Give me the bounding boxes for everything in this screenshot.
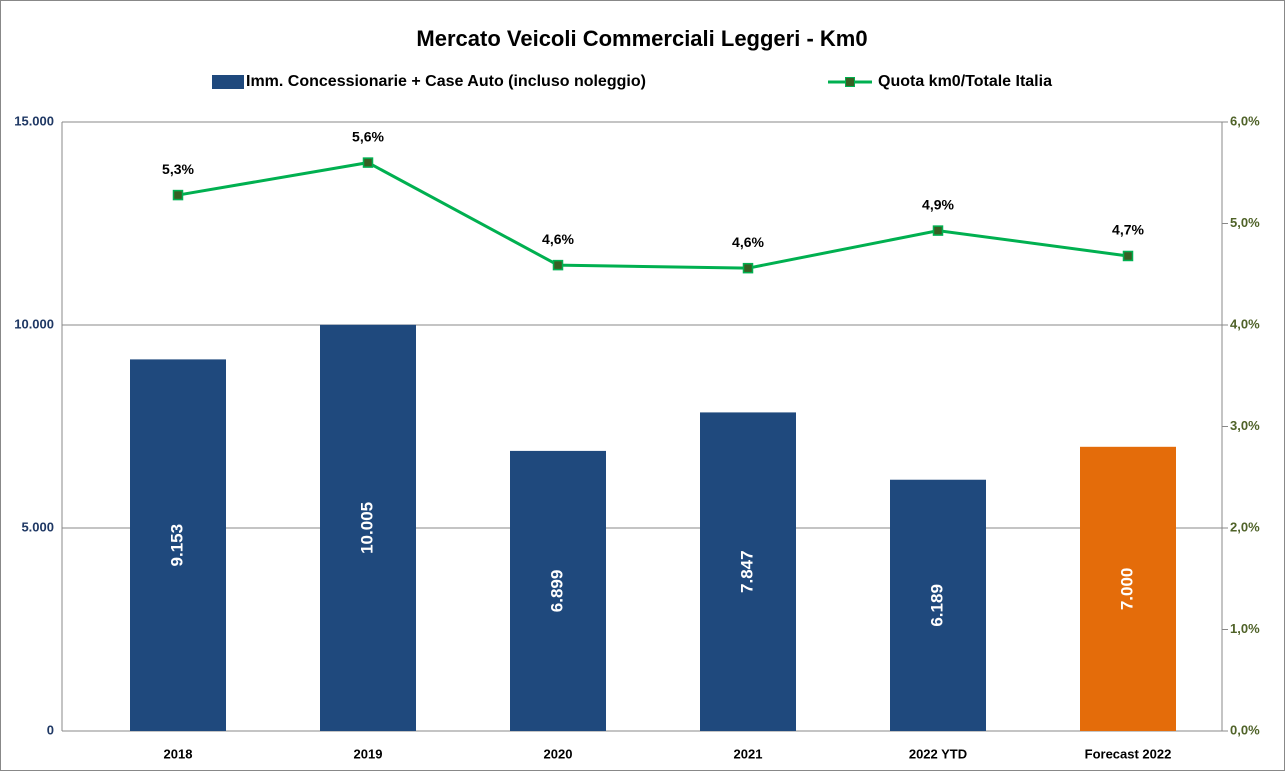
y-tick-label: 5.000 [21, 519, 54, 534]
chart-title: Mercato Veicoli Commerciali Leggeri - Km… [416, 26, 867, 51]
line-value-label: 4,7% [1112, 222, 1144, 238]
line-marker [742, 262, 754, 274]
bar [890, 479, 986, 731]
legend-label: Imm. Concessionarie + Case Auto (incluso… [246, 73, 646, 90]
bar-value-label: 7.000 [1117, 568, 1136, 611]
bar-value-label: 9.153 [167, 524, 186, 567]
legend-label: Quota km0/Totale Italia [878, 73, 1052, 90]
x-tick-label: 2022 YTD [909, 746, 967, 761]
line-value-label: 5,6% [352, 128, 384, 144]
y2-tick-label: 0,0% [1230, 722, 1260, 737]
line-value-label: 4,6% [542, 231, 574, 247]
y-tick-label: 10.000 [14, 316, 54, 331]
bar [320, 324, 416, 731]
y2-tick-label: 1,0% [1230, 621, 1260, 636]
bar-value-label: 7.847 [737, 550, 756, 593]
legend-marker [845, 77, 855, 87]
y-tick-label: 15.000 [14, 113, 54, 128]
line-marker [552, 259, 564, 271]
line-marker [932, 225, 944, 236]
bar [130, 359, 226, 731]
bar-value-label: 6.189 [927, 584, 946, 627]
y2-tick-label: 5,0% [1230, 215, 1260, 230]
y2-tick-label: 3,0% [1230, 418, 1260, 433]
bar [700, 412, 796, 731]
y2-tick-label: 4,0% [1230, 316, 1260, 331]
line-marker [1122, 250, 1134, 262]
x-tick-label: 2019 [354, 746, 383, 761]
line [177, 161, 1129, 270]
bar-value-label: 6.899 [547, 570, 566, 613]
line-value-label: 4,6% [732, 234, 764, 250]
line-value-label: 5,3% [162, 161, 194, 177]
line-marker [362, 157, 374, 168]
y2-tick-label: 2,0% [1230, 519, 1260, 534]
x-tick-label: Forecast 2022 [1085, 746, 1172, 761]
x-tick-label: 2020 [544, 746, 573, 761]
y2-tick-label: 6,0% [1230, 113, 1260, 128]
y-tick-label: 0 [47, 722, 54, 737]
legend-swatch [212, 75, 244, 89]
bar [510, 450, 606, 731]
line-value-label: 4,9% [922, 196, 954, 212]
bar-value-label: 10.005 [357, 502, 376, 554]
x-tick-label: 2021 [734, 746, 763, 761]
x-tick-label: 2018 [164, 746, 193, 761]
line-marker [172, 189, 184, 201]
bar [1080, 446, 1176, 731]
